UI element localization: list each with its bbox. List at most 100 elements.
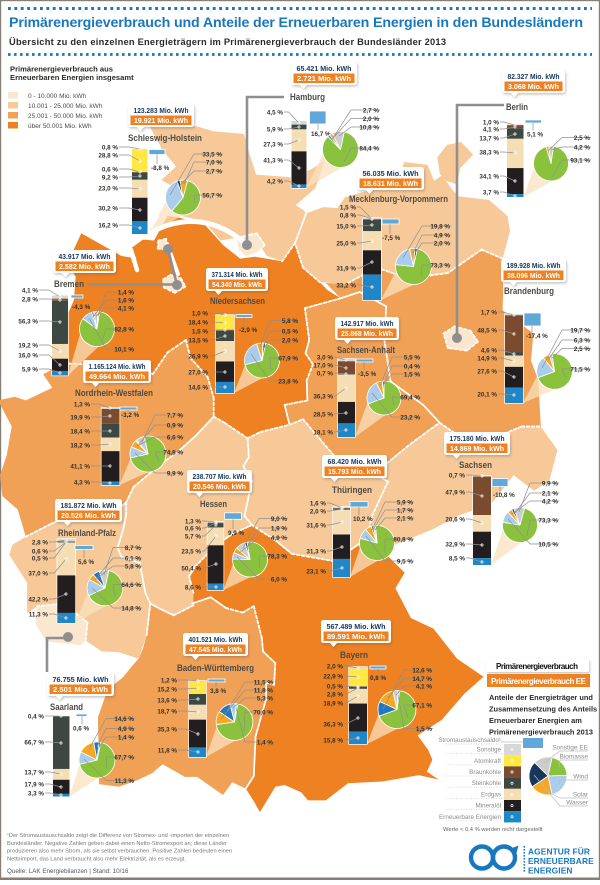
svg-text:14,9 %: 14,9 % [477, 355, 497, 362]
svg-text:1,7 %: 1,7 % [481, 309, 498, 316]
svg-text:238.707 Mio. kWh: 238.707 Mio. kWh [193, 472, 247, 481]
svg-text:70,0 %: 70,0 % [253, 709, 273, 716]
svg-text:Quelle: LAK Energiebilanzen: Quelle: LAK Energiebilanzen | Stand: 10/… [7, 868, 129, 875]
svg-text:17,0 %: 17,0 % [313, 362, 333, 369]
svg-text:-10,8 %: -10,8 % [493, 492, 515, 499]
svg-text:181.872 Mio. kWh: 181.872 Mio. kWh [61, 501, 117, 510]
svg-text:71,5 %: 71,5 % [570, 366, 590, 373]
svg-text:50,4 %: 50,4 % [181, 565, 201, 572]
svg-text:567.489 Mio. kWh: 567.489 Mio. kWh [327, 622, 386, 631]
svg-text:3,7 %: 3,7 % [483, 189, 500, 196]
svg-text:18,2 %: 18,2 % [70, 442, 90, 449]
svg-text:2.721 Mio. kWh: 2.721 Mio. kWh [297, 74, 351, 83]
svg-text:31,9 %: 31,9 % [336, 265, 356, 272]
svg-text:3,8 %: 3,8 % [210, 688, 227, 695]
svg-text:2,8 %: 2,8 % [32, 539, 49, 546]
svg-text:1.165.124 Mio. kWh: 1.165.124 Mio. kWh [89, 362, 146, 371]
svg-text:Erdgas: Erdgas [481, 791, 501, 798]
svg-text:6,6 %: 6,6 % [167, 434, 184, 441]
svg-text:37,0 %: 37,0 % [28, 570, 48, 577]
svg-text:0,7 %: 0,7 % [317, 370, 334, 377]
svg-text:¹Der Stromaustauschsaldo zeigt: ¹Der Stromaustauschsaldo zeigt die Diffe… [7, 833, 229, 839]
svg-text:1,5 %: 1,5 % [404, 371, 421, 378]
svg-text:Berlin: Berlin [506, 102, 528, 112]
svg-text:64,6 %: 64,6 % [121, 582, 141, 589]
svg-text:10,5 %: 10,5 % [538, 541, 558, 548]
svg-text:28,5 %: 28,5 % [313, 411, 333, 418]
svg-text:2,8 %: 2,8 % [22, 296, 39, 303]
svg-text:2,0 %: 2,0 % [434, 240, 451, 247]
svg-text:-17,4 %: -17,4 % [526, 333, 548, 340]
svg-text:175.180 Mio. kWh: 175.180 Mio. kWh [450, 434, 505, 443]
svg-text:2,5 %: 2,5 % [574, 135, 591, 142]
svg-text:6,0 %: 6,0 % [271, 576, 288, 583]
svg-text:9,0 %: 9,0 % [271, 516, 288, 523]
svg-text:Erneuerbare Energien: Erneuerbare Energien [439, 814, 501, 821]
svg-text:80,8 %: 80,8 % [393, 536, 413, 543]
svg-text:18.631 Mio. kWh: 18.631 Mio. kWh [363, 179, 418, 188]
svg-text:5,8 %: 5,8 % [282, 318, 299, 325]
svg-text:0,5 %: 0,5 % [282, 328, 299, 335]
svg-text:4,2 %: 4,2 % [267, 178, 284, 185]
svg-text:5,6 %: 5,6 % [78, 559, 95, 566]
svg-text:0,4 %: 0,4 % [28, 713, 45, 720]
svg-text:Niedersachsen: Niedersachsen [210, 296, 265, 306]
svg-text:Hessen: Hessen [200, 499, 227, 509]
svg-text:1,2 %: 1,2 % [161, 677, 178, 684]
svg-text:15,0 %: 15,0 % [336, 223, 356, 230]
svg-text:6,1 %: 6,1 % [125, 555, 142, 562]
svg-text:Primärenergieverbrauch: Primärenergieverbrauch [496, 662, 578, 671]
svg-text:Hamburg: Hamburg [290, 92, 325, 102]
svg-text:0,9 %: 0,9 % [167, 422, 184, 429]
svg-text:Werte < 0,4 % werden nicht dar: Werte < 0,4 % werden nicht dargestellt [443, 827, 543, 833]
svg-text:0,5 %: 0,5 % [327, 683, 344, 690]
svg-text:11,8 %: 11,8 % [158, 747, 178, 754]
svg-text:10,1 %: 10,1 % [114, 346, 134, 353]
svg-text:2,1 %: 2,1 % [542, 490, 559, 497]
svg-text:54.340 Mio. kWh: 54.340 Mio. kWh [212, 280, 262, 289]
svg-text:2,0 %: 2,0 % [327, 663, 344, 670]
svg-text:13,5 %: 13,5 % [188, 337, 208, 344]
svg-text:11,5 %: 11,5 % [254, 679, 274, 686]
svg-text:0,6 %: 0,6 % [102, 166, 119, 173]
svg-text:5,7 %: 5,7 % [185, 533, 202, 540]
svg-text:19,9 %: 19,9 % [70, 414, 90, 421]
svg-text:34,1 %: 34,1 % [479, 173, 499, 180]
svg-text:2,0 %: 2,0 % [282, 337, 299, 344]
svg-text:14,6 %: 14,6 % [114, 716, 134, 723]
svg-text:Nettoimport, das Land verbrauc: Nettoimport, das Land verbraucht also me… [7, 856, 186, 862]
svg-text:13,7 %: 13,7 % [479, 135, 499, 142]
svg-text:AGENTUR FÜR: AGENTUR FÜR [528, 847, 590, 857]
svg-text:9,5 %: 9,5 % [397, 558, 414, 565]
svg-text:49.664 Mio. kWh: 49.664 Mio. kWh [89, 372, 145, 381]
svg-text:Stromaustauschsaldo¹: Stromaustauschsaldo¹ [438, 737, 501, 744]
svg-text:4,6 %: 4,6 % [481, 347, 498, 354]
svg-text:23,8 %: 23,8 % [278, 378, 298, 385]
svg-text:67,1 %: 67,1 % [412, 702, 432, 709]
svg-text:4,3 %: 4,3 % [74, 479, 91, 486]
svg-text:Saarland: Saarland [50, 702, 83, 712]
svg-text:1,0 %: 1,0 % [192, 310, 209, 317]
svg-text:14,8 %: 14,8 % [121, 605, 141, 612]
svg-text:68.420 Mio. kWh: 68.420 Mio. kWh [328, 457, 382, 466]
svg-text:0,8 %: 0,8 % [370, 675, 387, 682]
svg-text:4,1 %: 4,1 % [118, 305, 135, 312]
svg-text:73,3 %: 73,3 % [538, 517, 558, 524]
svg-text:Sachsen: Sachsen [459, 460, 492, 470]
svg-text:30,2 %: 30,2 % [98, 205, 118, 212]
svg-text:5,8 %: 5,8 % [125, 563, 142, 570]
svg-text:8,5 %: 8,5 % [449, 555, 466, 562]
svg-text:1,5 %: 1,5 % [340, 204, 357, 211]
svg-text:4,9 %: 4,9 % [434, 232, 451, 239]
svg-text:9,2 %: 9,2 % [102, 174, 119, 181]
svg-text:69,4 %: 69,4 % [400, 394, 420, 401]
svg-text:32,9 %: 32,9 % [445, 541, 465, 548]
svg-text:142.917 Mio. kWh: 142.917 Mio. kWh [341, 319, 394, 328]
svg-text:Mineralöl: Mineralöl [475, 803, 501, 810]
svg-text:18,7 %: 18,7 % [157, 708, 177, 715]
svg-text:1,5 %: 1,5 % [416, 726, 433, 733]
svg-text:4,9 %: 4,9 % [271, 535, 288, 542]
svg-text:0,4 %: 0,4 % [404, 363, 421, 370]
svg-text:Sonstige: Sonstige [476, 747, 501, 754]
svg-text:4,9 %: 4,9 % [118, 726, 135, 733]
